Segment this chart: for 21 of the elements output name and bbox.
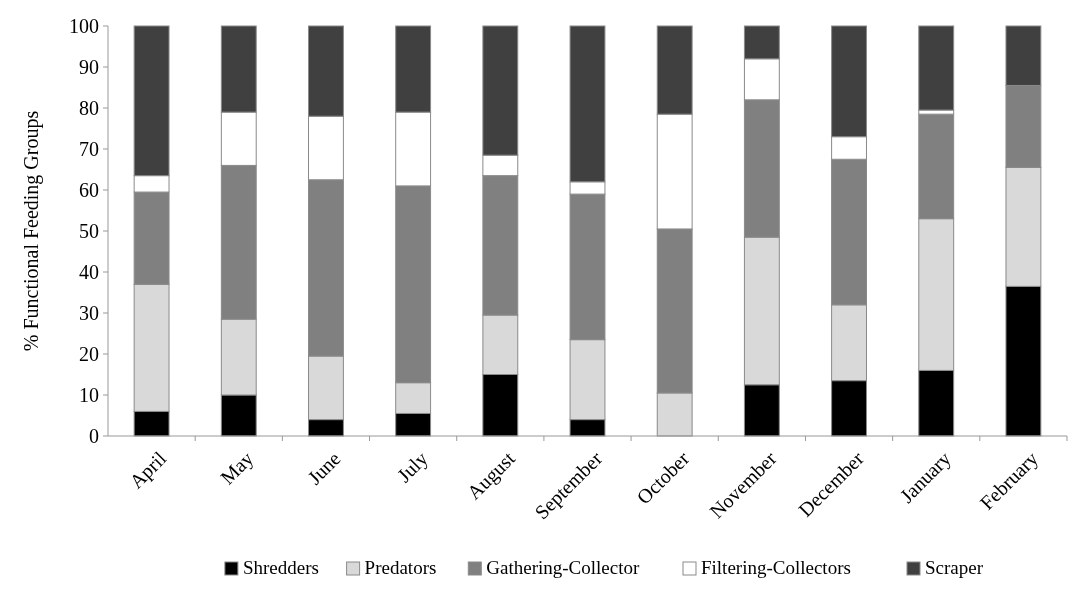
x-tick-label: June <box>303 447 345 489</box>
x-tick-label: July <box>392 447 433 488</box>
bar <box>918 25 955 111</box>
y-tick-label: 70 <box>79 138 99 160</box>
legend-label: Predators <box>364 557 437 578</box>
y-tick-label: 50 <box>79 220 99 242</box>
y-tick-label: 100 <box>69 15 99 37</box>
y-tick-label: 90 <box>79 56 99 78</box>
y-axis-title: % Functional Feeding Groups <box>20 110 43 352</box>
x-tick-label: May <box>216 447 259 490</box>
y-tick-label: 80 <box>79 97 99 119</box>
legend-label: Scraper <box>925 557 984 578</box>
y-tick-label: 10 <box>79 384 99 406</box>
legend-label: Gathering-Collector <box>486 557 640 578</box>
legend-label: Filtering-Collectors <box>701 557 851 578</box>
y-tick-label: 20 <box>79 343 99 365</box>
y-tick-label: 0 <box>89 425 99 447</box>
y-tick-label: 40 <box>79 261 99 283</box>
y-tick-label: 30 <box>79 302 99 324</box>
legend-label: Shredders <box>242 557 319 578</box>
y-tick-label: 60 <box>79 179 99 201</box>
